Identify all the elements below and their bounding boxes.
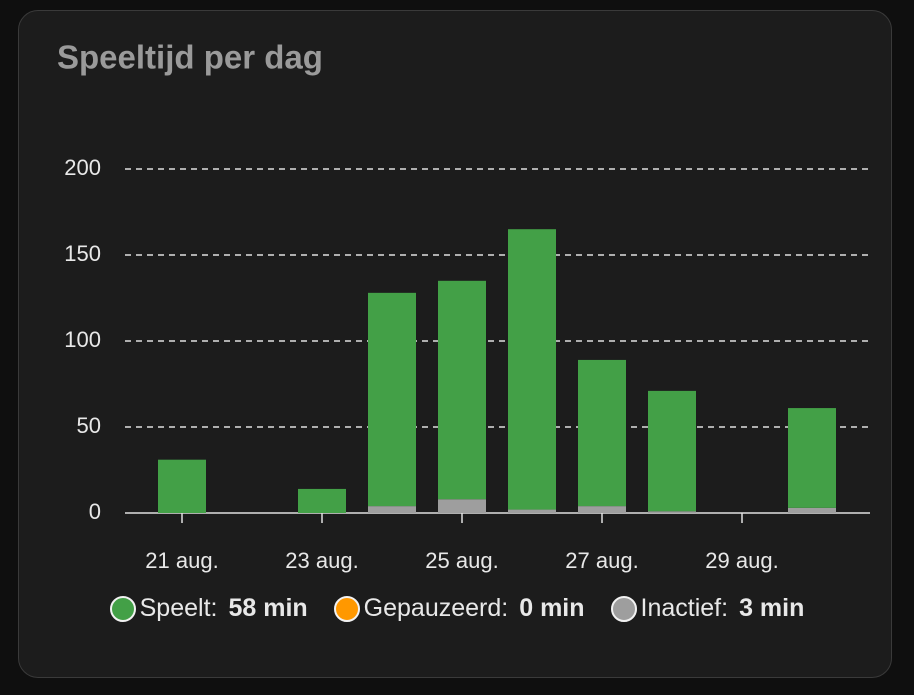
y-tick-label: 150 bbox=[64, 241, 101, 266]
bar-segment bbox=[368, 292, 416, 507]
x-tick-label: 27 aug. bbox=[565, 548, 638, 573]
bar-segment bbox=[788, 507, 836, 513]
y-tick-label: 100 bbox=[64, 327, 101, 352]
bar-segment bbox=[578, 506, 626, 513]
legend-value: 3 min bbox=[739, 594, 805, 622]
bar-segment bbox=[648, 390, 696, 512]
legend-label: Inactief: bbox=[640, 594, 729, 622]
bar-segment bbox=[438, 280, 486, 500]
legend-value: 0 min bbox=[519, 594, 585, 622]
legend-item[interactable]: Gepauzeerd: 0 min bbox=[333, 594, 585, 623]
legend-swatch bbox=[109, 595, 136, 622]
legend-value: 58 min bbox=[228, 594, 308, 622]
legend-swatch bbox=[333, 595, 360, 622]
bar-segment bbox=[438, 499, 486, 513]
x-tick-label: 25 aug. bbox=[425, 548, 498, 573]
legend-label: Speelt: bbox=[139, 594, 218, 622]
y-tick-label: 200 bbox=[64, 155, 101, 180]
bar-segment bbox=[508, 229, 556, 510]
bar-segment bbox=[158, 459, 206, 513]
legend: Speelt: 58 min Gepauzeerd: 0 min Inactief: 3 … bbox=[0, 594, 914, 623]
bar-segment bbox=[648, 511, 696, 513]
x-tick-label: 23 aug. bbox=[285, 548, 358, 573]
y-tick-label: 0 bbox=[89, 499, 101, 524]
legend-label: Gepauzeerd: bbox=[363, 594, 509, 622]
bar-segment bbox=[788, 408, 836, 508]
y-tick-label: 50 bbox=[77, 413, 101, 438]
chart-title: Speeltijd per dag bbox=[57, 39, 323, 76]
x-tick-label: 21 aug. bbox=[145, 548, 218, 573]
bar-segment bbox=[578, 359, 626, 507]
legend-swatch bbox=[610, 595, 637, 622]
legend-item[interactable]: Inactief: 3 min bbox=[610, 594, 805, 623]
bar-segment bbox=[508, 509, 556, 513]
bar-segment bbox=[298, 488, 346, 513]
x-tick-label: 29 aug. bbox=[705, 548, 778, 573]
bar-segment bbox=[368, 506, 416, 513]
legend-item[interactable]: Speelt: 58 min bbox=[109, 594, 308, 623]
